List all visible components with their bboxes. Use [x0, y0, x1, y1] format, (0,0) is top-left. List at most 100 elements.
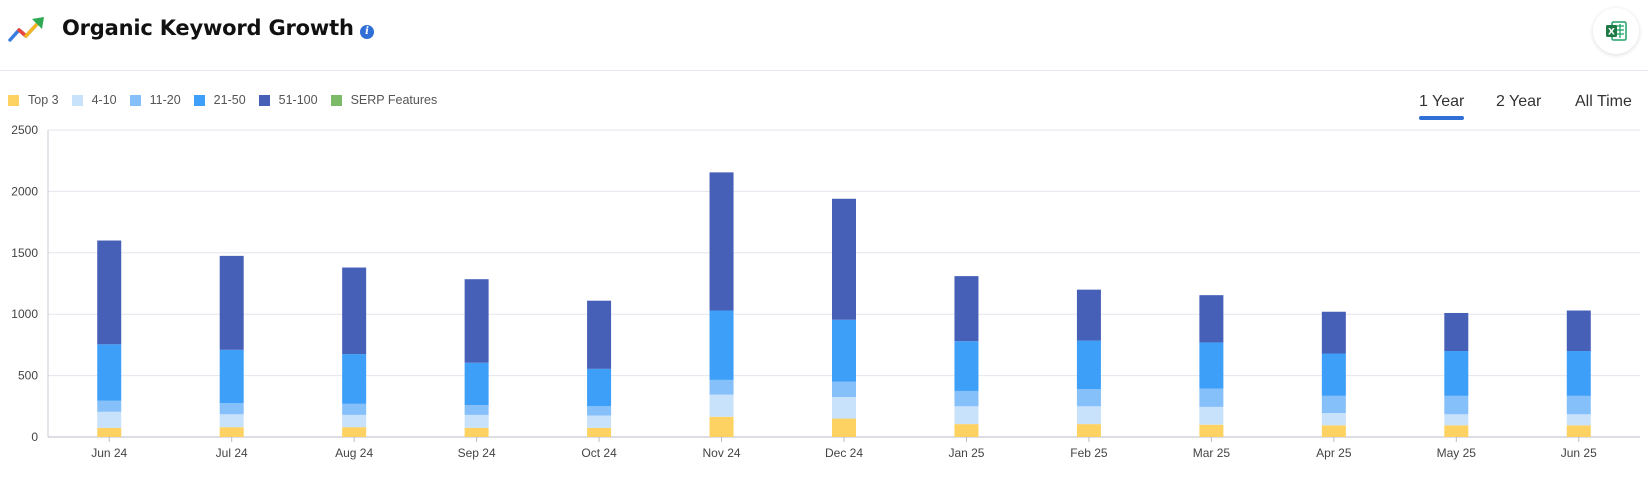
bar-segment-4-10[interactable]	[954, 406, 979, 425]
x-tick-label: Sep 24	[458, 446, 496, 460]
bar-segment-11-20[interactable]	[832, 381, 856, 398]
bar-segment-4-10[interactable]	[1199, 406, 1224, 425]
legend-item-21-50[interactable]: 21-50	[193, 93, 246, 107]
legend-item-top3[interactable]: Top 3	[8, 93, 59, 107]
bar-segment-51-100[interactable]	[97, 240, 122, 345]
bar-segment-4-10[interactable]	[587, 415, 612, 428]
bar-segment-21-50[interactable]	[1076, 340, 1101, 390]
bar-segment-top-3[interactable]	[587, 427, 612, 437]
page-title: Organic Keyword Growth	[62, 16, 354, 40]
bar-segment-4-10[interactable]	[1444, 414, 1469, 426]
bar-segment-top-3[interactable]	[464, 427, 489, 437]
y-tick-label: 500	[18, 369, 38, 383]
legend-item-4-10[interactable]: 4-10	[71, 93, 117, 107]
x-tick-label: Mar 25	[1193, 446, 1231, 460]
bar-segment-51-100[interactable]	[954, 276, 979, 342]
bar-segment-top-3[interactable]	[1566, 425, 1591, 437]
legend-item-11-20[interactable]: 11-20	[129, 93, 181, 107]
x-tick-label: Jan 25	[948, 446, 984, 460]
bar-segment-top-3[interactable]	[1321, 425, 1346, 437]
bar-segment-21-50[interactable]	[1566, 351, 1591, 396]
bar-segment-11-20[interactable]	[219, 403, 244, 415]
bar-segment-4-10[interactable]	[1321, 413, 1346, 426]
chart-header: Organic Keyword Growth i X	[0, 0, 1648, 71]
y-tick-label: 0	[31, 430, 38, 444]
legend-item-51-100[interactable]: 51-100	[258, 93, 318, 107]
x-tick-label: Jun 24	[91, 446, 127, 460]
info-icon[interactable]: i	[360, 25, 374, 39]
bar-segment-11-20[interactable]	[954, 390, 979, 407]
bar-segment-51-100[interactable]	[1444, 312, 1469, 352]
bar-segment-21-50[interactable]	[832, 319, 856, 382]
bar-segment-11-20[interactable]	[1076, 389, 1101, 407]
bar-segment-top-3[interactable]	[219, 427, 244, 437]
x-tick-label: Oct 24	[581, 446, 617, 460]
tab-all-time[interactable]: All Time	[1575, 93, 1632, 110]
bar-segment-51-100[interactable]	[1076, 289, 1101, 341]
bar-segment-51-100[interactable]	[1566, 310, 1591, 352]
bar-segment-4-10[interactable]	[709, 394, 734, 417]
bar-segment-4-10[interactable]	[464, 414, 489, 428]
bar-segment-11-20[interactable]	[1566, 395, 1591, 415]
tab-2-year[interactable]: 2 Year	[1496, 93, 1542, 110]
bar-segment-top-3[interactable]	[954, 424, 979, 437]
bar-segment-top-3[interactable]	[709, 416, 734, 437]
legend-label: Top 3	[28, 93, 59, 107]
bar-segment-11-20[interactable]	[1199, 388, 1224, 407]
bar-segment-11-20[interactable]	[1321, 395, 1346, 414]
svg-text:X: X	[1608, 28, 1615, 38]
bar-segment-51-100[interactable]	[1199, 295, 1224, 343]
bar-segment-51-100[interactable]	[464, 279, 489, 363]
y-tick-label: 1000	[11, 307, 38, 321]
bar-segment-51-100[interactable]	[832, 198, 856, 320]
bar-segment-21-50[interactable]	[219, 349, 244, 404]
bar-segment-4-10[interactable]	[219, 414, 244, 428]
legend-item-serp-features[interactable]: SERP Features	[330, 93, 437, 107]
x-tick-label: Apr 25	[1316, 446, 1352, 460]
bar-segment-4-10[interactable]	[342, 414, 367, 428]
bar-segment-21-50[interactable]	[464, 362, 489, 406]
bar-segment-4-10[interactable]	[1566, 414, 1591, 426]
bar-segment-4-10[interactable]	[832, 397, 856, 419]
bar-segment-top-3[interactable]	[97, 427, 122, 437]
bar-segment-11-20[interactable]	[342, 403, 367, 415]
export-excel-button[interactable]: X	[1593, 8, 1639, 54]
legend-label: 11-20	[149, 93, 181, 107]
bar-segment-top-3[interactable]	[1199, 424, 1224, 437]
bar-segment-top-3[interactable]	[832, 418, 856, 437]
bar-segment-top-3[interactable]	[1076, 424, 1101, 437]
bar-segment-11-20[interactable]	[464, 405, 489, 415]
y-tick-label: 1500	[11, 246, 38, 260]
stacked-bar-chart: 0 500 1000 1500 2000 2500 Jun 24 Jul 24 Aug 24 Se…	[11, 123, 1640, 460]
legend-swatch	[71, 94, 83, 106]
bar-segment-11-20[interactable]	[587, 406, 612, 416]
bar-segment-21-50[interactable]	[1444, 351, 1469, 396]
bar-segment-21-50[interactable]	[954, 341, 979, 391]
bar-segment-51-100[interactable]	[587, 300, 612, 369]
tab-1-year[interactable]: 1 Year	[1419, 93, 1465, 120]
bar-segment-21-50[interactable]	[587, 368, 612, 407]
bar-segment-51-100[interactable]	[219, 255, 244, 350]
bar-segment-21-50[interactable]	[1321, 353, 1346, 396]
bar-segment-11-20[interactable]	[97, 400, 122, 412]
bar-segment-21-50[interactable]	[709, 310, 734, 380]
legend-swatch	[8, 94, 19, 106]
bar-segment-21-50[interactable]	[97, 344, 122, 401]
bar-segment-21-50[interactable]	[342, 354, 367, 404]
time-range-tabs: 1 Year 2 Year All Time	[1410, 93, 1640, 123]
bar-segment-51-100[interactable]	[1321, 311, 1346, 354]
bar-segment-11-20[interactable]	[709, 379, 734, 395]
bar-segment-21-50[interactable]	[1199, 342, 1224, 389]
legend-swatch	[129, 94, 141, 106]
bar-segment-top-3[interactable]	[342, 427, 367, 437]
bar-segment-11-20[interactable]	[1444, 395, 1469, 415]
x-tick-label: Dec 24	[825, 446, 863, 460]
bar-segment-top-3[interactable]	[1444, 425, 1469, 437]
bar-segment-4-10[interactable]	[97, 411, 122, 428]
bar-segment-51-100[interactable]	[709, 172, 734, 311]
trend-up-icon	[8, 17, 44, 42]
chart-legend: Top 3 4-10 11-20 21-50 51-100 SERP Featu…	[8, 92, 450, 108]
x-tick-label: Jul 24	[216, 446, 248, 460]
bar-segment-51-100[interactable]	[342, 267, 367, 355]
bar-segment-4-10[interactable]	[1076, 406, 1101, 425]
